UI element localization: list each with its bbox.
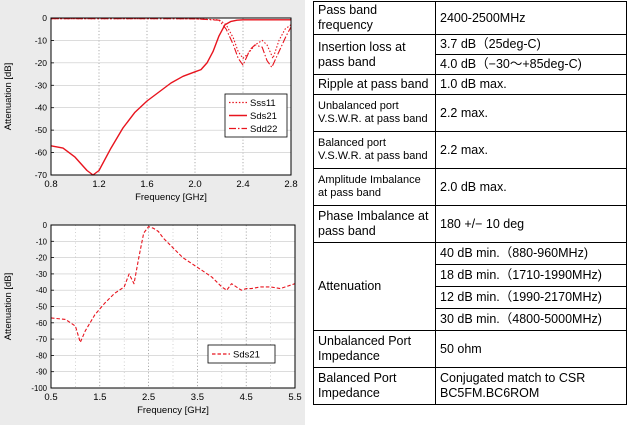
legend-box bbox=[207, 344, 276, 364]
value-cell: Conjugated match to CSR BC5FM.BC6ROM bbox=[435, 367, 627, 405]
table-row: Unbalanced Port Impedance 50 ohm bbox=[313, 330, 627, 368]
y-tick-label: -70 bbox=[35, 170, 48, 180]
y-tick-label: -20 bbox=[36, 254, 48, 263]
table-row: Unbalanced port V.S.W.R. at pass band 2.… bbox=[313, 94, 627, 132]
x-tick-label: 2.8 bbox=[284, 179, 297, 190]
y-tick-label: -30 bbox=[36, 270, 48, 279]
value-cell: 40 dB min.（880-960MHz) bbox=[435, 242, 627, 265]
x-tick-label: 1.2 bbox=[92, 179, 105, 190]
y-tick-label: -60 bbox=[36, 319, 48, 328]
value-cell: 180 +/− 10 deg bbox=[435, 205, 627, 243]
table-row: Insertion loss at pass band 3.7 dB（25deg… bbox=[313, 34, 627, 75]
param-cell: Attenuation bbox=[313, 242, 436, 331]
param-cell: Balanced Port Impedance bbox=[313, 367, 436, 405]
y-tick-label: -80 bbox=[36, 351, 48, 360]
chart-top: 0 -10 -20 -30 -40 -50 -60 -700.8 1.2 1.6 2.0 2.4 2.8… bbox=[3, 13, 298, 203]
y-tick-label: -70 bbox=[36, 335, 48, 344]
y-tick-label: -90 bbox=[36, 368, 48, 377]
value-cell: 18 dB min.（1710-1990MHz) bbox=[435, 264, 627, 287]
value-cell: 30 dB min.（4800-5000MHz) bbox=[435, 308, 627, 331]
value-cell: 2.2 max. bbox=[435, 94, 627, 132]
x-tick-label: 2.5 bbox=[142, 392, 155, 403]
y-tick-label: -100 bbox=[31, 384, 47, 393]
spec-table: Pass band frequency 2400-2500MHz Inserti… bbox=[313, 1, 627, 405]
x-tick-label: 3.5 bbox=[191, 392, 204, 403]
y-tick-label: -40 bbox=[36, 286, 48, 295]
param-cell: Balanced port V.S.W.R. at pass band bbox=[313, 131, 436, 169]
y-tick-label: -40 bbox=[35, 103, 48, 113]
y-tick-label: -60 bbox=[35, 148, 48, 158]
table-row: Phase Imbalance at pass band 180 +/− 10 … bbox=[313, 205, 627, 243]
series-line-sds21 bbox=[50, 226, 296, 343]
x-tick-label: 0.8 bbox=[44, 179, 57, 190]
param-cell: Unbalanced port V.S.W.R. at pass band bbox=[313, 94, 436, 132]
table-row: Ripple at pass band 1.0 dB max. bbox=[313, 74, 627, 95]
x-tick-label: 4.5 bbox=[240, 392, 253, 403]
y-tick-label: -30 bbox=[35, 80, 48, 90]
value-cell: 50 ohm bbox=[435, 330, 627, 368]
param-cell: Insertion loss at pass band bbox=[313, 34, 436, 75]
value-cell: 1.0 dB max. bbox=[435, 74, 627, 95]
table-row: Balanced port V.S.W.R. at pass band 2.2 … bbox=[313, 131, 627, 169]
x-axis-label: Frequency [GHz] bbox=[137, 405, 209, 416]
legend-entry: Sss11 bbox=[250, 98, 276, 109]
x-tick-label: 1.6 bbox=[140, 179, 153, 190]
table-row: 12 dB min.（1990-2170MHz) bbox=[314, 286, 627, 309]
series-line-sds21 bbox=[50, 19, 291, 176]
table-row: 30 dB min.（4800-5000MHz) bbox=[314, 308, 627, 331]
legend-entry: Sds21 bbox=[250, 111, 277, 122]
value-cell: 2400-2500MHz bbox=[435, 1, 627, 35]
value-cell: 3.7 dB（25deg-C) bbox=[435, 34, 627, 55]
series-line-sdd22 bbox=[51, 18, 292, 68]
y-tick-label: -50 bbox=[35, 125, 48, 135]
y-tick-label: 0 bbox=[42, 13, 47, 23]
value-cell: 12 dB min.（1990-2170MHz) bbox=[435, 286, 627, 309]
table-row: Attenuation 40 dB min.（880-960MHz) bbox=[313, 242, 627, 331]
x-tick-label: 0.5 bbox=[44, 392, 57, 403]
x-axis-label: Frequency [GHz] bbox=[135, 192, 207, 203]
y-tick-label: -20 bbox=[35, 58, 48, 68]
y-tick-label: -50 bbox=[36, 303, 48, 312]
x-tick-label: 1.5 bbox=[93, 392, 106, 403]
y-tick-label: 0 bbox=[43, 221, 48, 230]
param-cell: Pass band frequency bbox=[313, 1, 436, 35]
y-tick-label: -10 bbox=[35, 35, 48, 45]
table-row: Pass band frequency 2400-2500MHz bbox=[313, 1, 627, 35]
x-tick-label: 2.4 bbox=[236, 179, 249, 190]
legend-entry: Sdd22 bbox=[250, 124, 277, 135]
value-cell: 2.0 dB max. bbox=[435, 168, 627, 206]
table-row: Amplitude Imbalance at pass band 2.0 dB … bbox=[313, 168, 627, 206]
x-tick-label: 2.0 bbox=[188, 179, 201, 190]
param-cell: Phase Imbalance at pass band bbox=[313, 205, 436, 243]
value-cell: 2.2 max. bbox=[435, 131, 627, 169]
param-cell: Unbalanced Port Impedance bbox=[313, 330, 436, 368]
table-row: Balanced Port Impedance Conjugated match… bbox=[313, 367, 627, 405]
value-cell: 4.0 dB（−30～+85deg-C) bbox=[435, 54, 627, 75]
plot-frame bbox=[50, 17, 292, 176]
chart-panel: 0 -10 -20 -30 -40 -50 -60 -70 0.8 1.2 1.6 2.0 2.4 2.8… bbox=[0, 0, 305, 425]
x-tick-label: 5.5 bbox=[288, 392, 301, 403]
legend-entry: Sds21 bbox=[233, 350, 260, 361]
y-tick-label: -10 bbox=[36, 237, 48, 246]
y-axis-label: Attenuation [dB] bbox=[3, 63, 14, 131]
param-cell: Ripple at pass band bbox=[313, 74, 436, 95]
param-cell: Amplitude Imbalance at pass band bbox=[313, 168, 436, 206]
y-axis-label: Attenuation [dB] bbox=[3, 273, 14, 341]
